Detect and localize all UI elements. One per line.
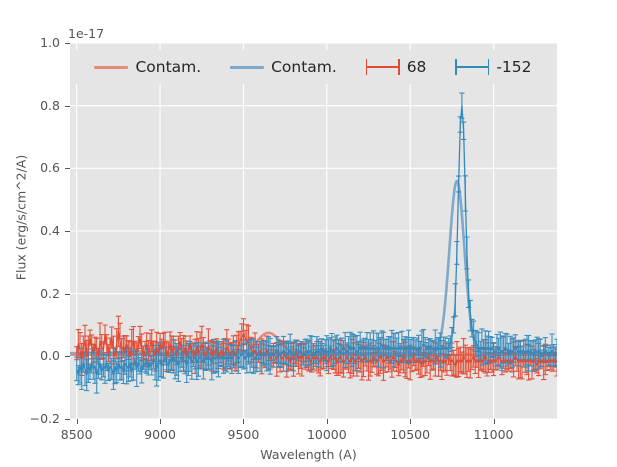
y-tickmark xyxy=(65,419,70,420)
y-axis-label: Flux (erg/s/cm^2/A) xyxy=(13,154,29,281)
legend-label: -152 xyxy=(496,58,532,76)
spectrum-plot xyxy=(70,43,557,419)
y-tick-label: 0.4 xyxy=(40,223,60,238)
y-tick-label: 0.6 xyxy=(40,160,60,176)
x-tick-label: 8500 xyxy=(60,427,93,442)
legend-errorbar-swatch xyxy=(365,59,400,75)
y-tick-label: 1.0 xyxy=(40,35,60,50)
legend-spec-152[interactable]: -152 xyxy=(455,58,532,76)
y-tick-label: −0.2 xyxy=(29,411,60,426)
x-tickmark xyxy=(326,419,328,424)
legend-label: Contam. xyxy=(135,58,202,76)
legend-contam-red[interactable]: Contam. xyxy=(94,58,201,76)
x-tickmark xyxy=(493,419,495,424)
x-tickmark xyxy=(160,419,162,424)
y-tickmark xyxy=(65,43,70,44)
y-tickmark xyxy=(65,293,70,295)
y-tickmark xyxy=(65,168,70,170)
y-tick-label: 0.0 xyxy=(40,348,60,364)
legend-label: 68 xyxy=(406,58,427,76)
legend-errorbar-swatch xyxy=(455,59,490,75)
x-tick-label: 10000 xyxy=(306,427,347,442)
plot-axes-area xyxy=(70,43,557,419)
y-tickmark xyxy=(65,356,70,358)
y-tick-label: 0.2 xyxy=(40,285,60,301)
x-tick-label: 9500 xyxy=(227,427,260,442)
legend-line-swatch xyxy=(94,65,129,69)
x-tickmark xyxy=(243,419,245,424)
x-tickmark xyxy=(410,419,412,424)
spectrum-traces xyxy=(76,105,557,376)
plot-legend: Contam. Contam. 68 -152 xyxy=(74,50,552,84)
x-tickmark xyxy=(76,419,78,424)
legend-spec-68[interactable]: 68 xyxy=(365,58,427,76)
x-tick-label: 11000 xyxy=(473,427,514,442)
legend-contam-blue[interactable]: Contam. xyxy=(230,58,337,76)
y-tickmark xyxy=(65,231,70,232)
y-axis-offset-text: 1e-17 xyxy=(68,26,105,41)
y-tick-label: 0.8 xyxy=(40,97,60,113)
x-tick-label: 9000 xyxy=(144,427,176,442)
legend-line-swatch xyxy=(230,65,265,69)
y-tickmark xyxy=(65,105,70,107)
x-axis-label: Wavelength (A) xyxy=(260,447,357,462)
legend-label: Contam. xyxy=(271,58,337,76)
x-tick-label: 10500 xyxy=(390,427,431,442)
